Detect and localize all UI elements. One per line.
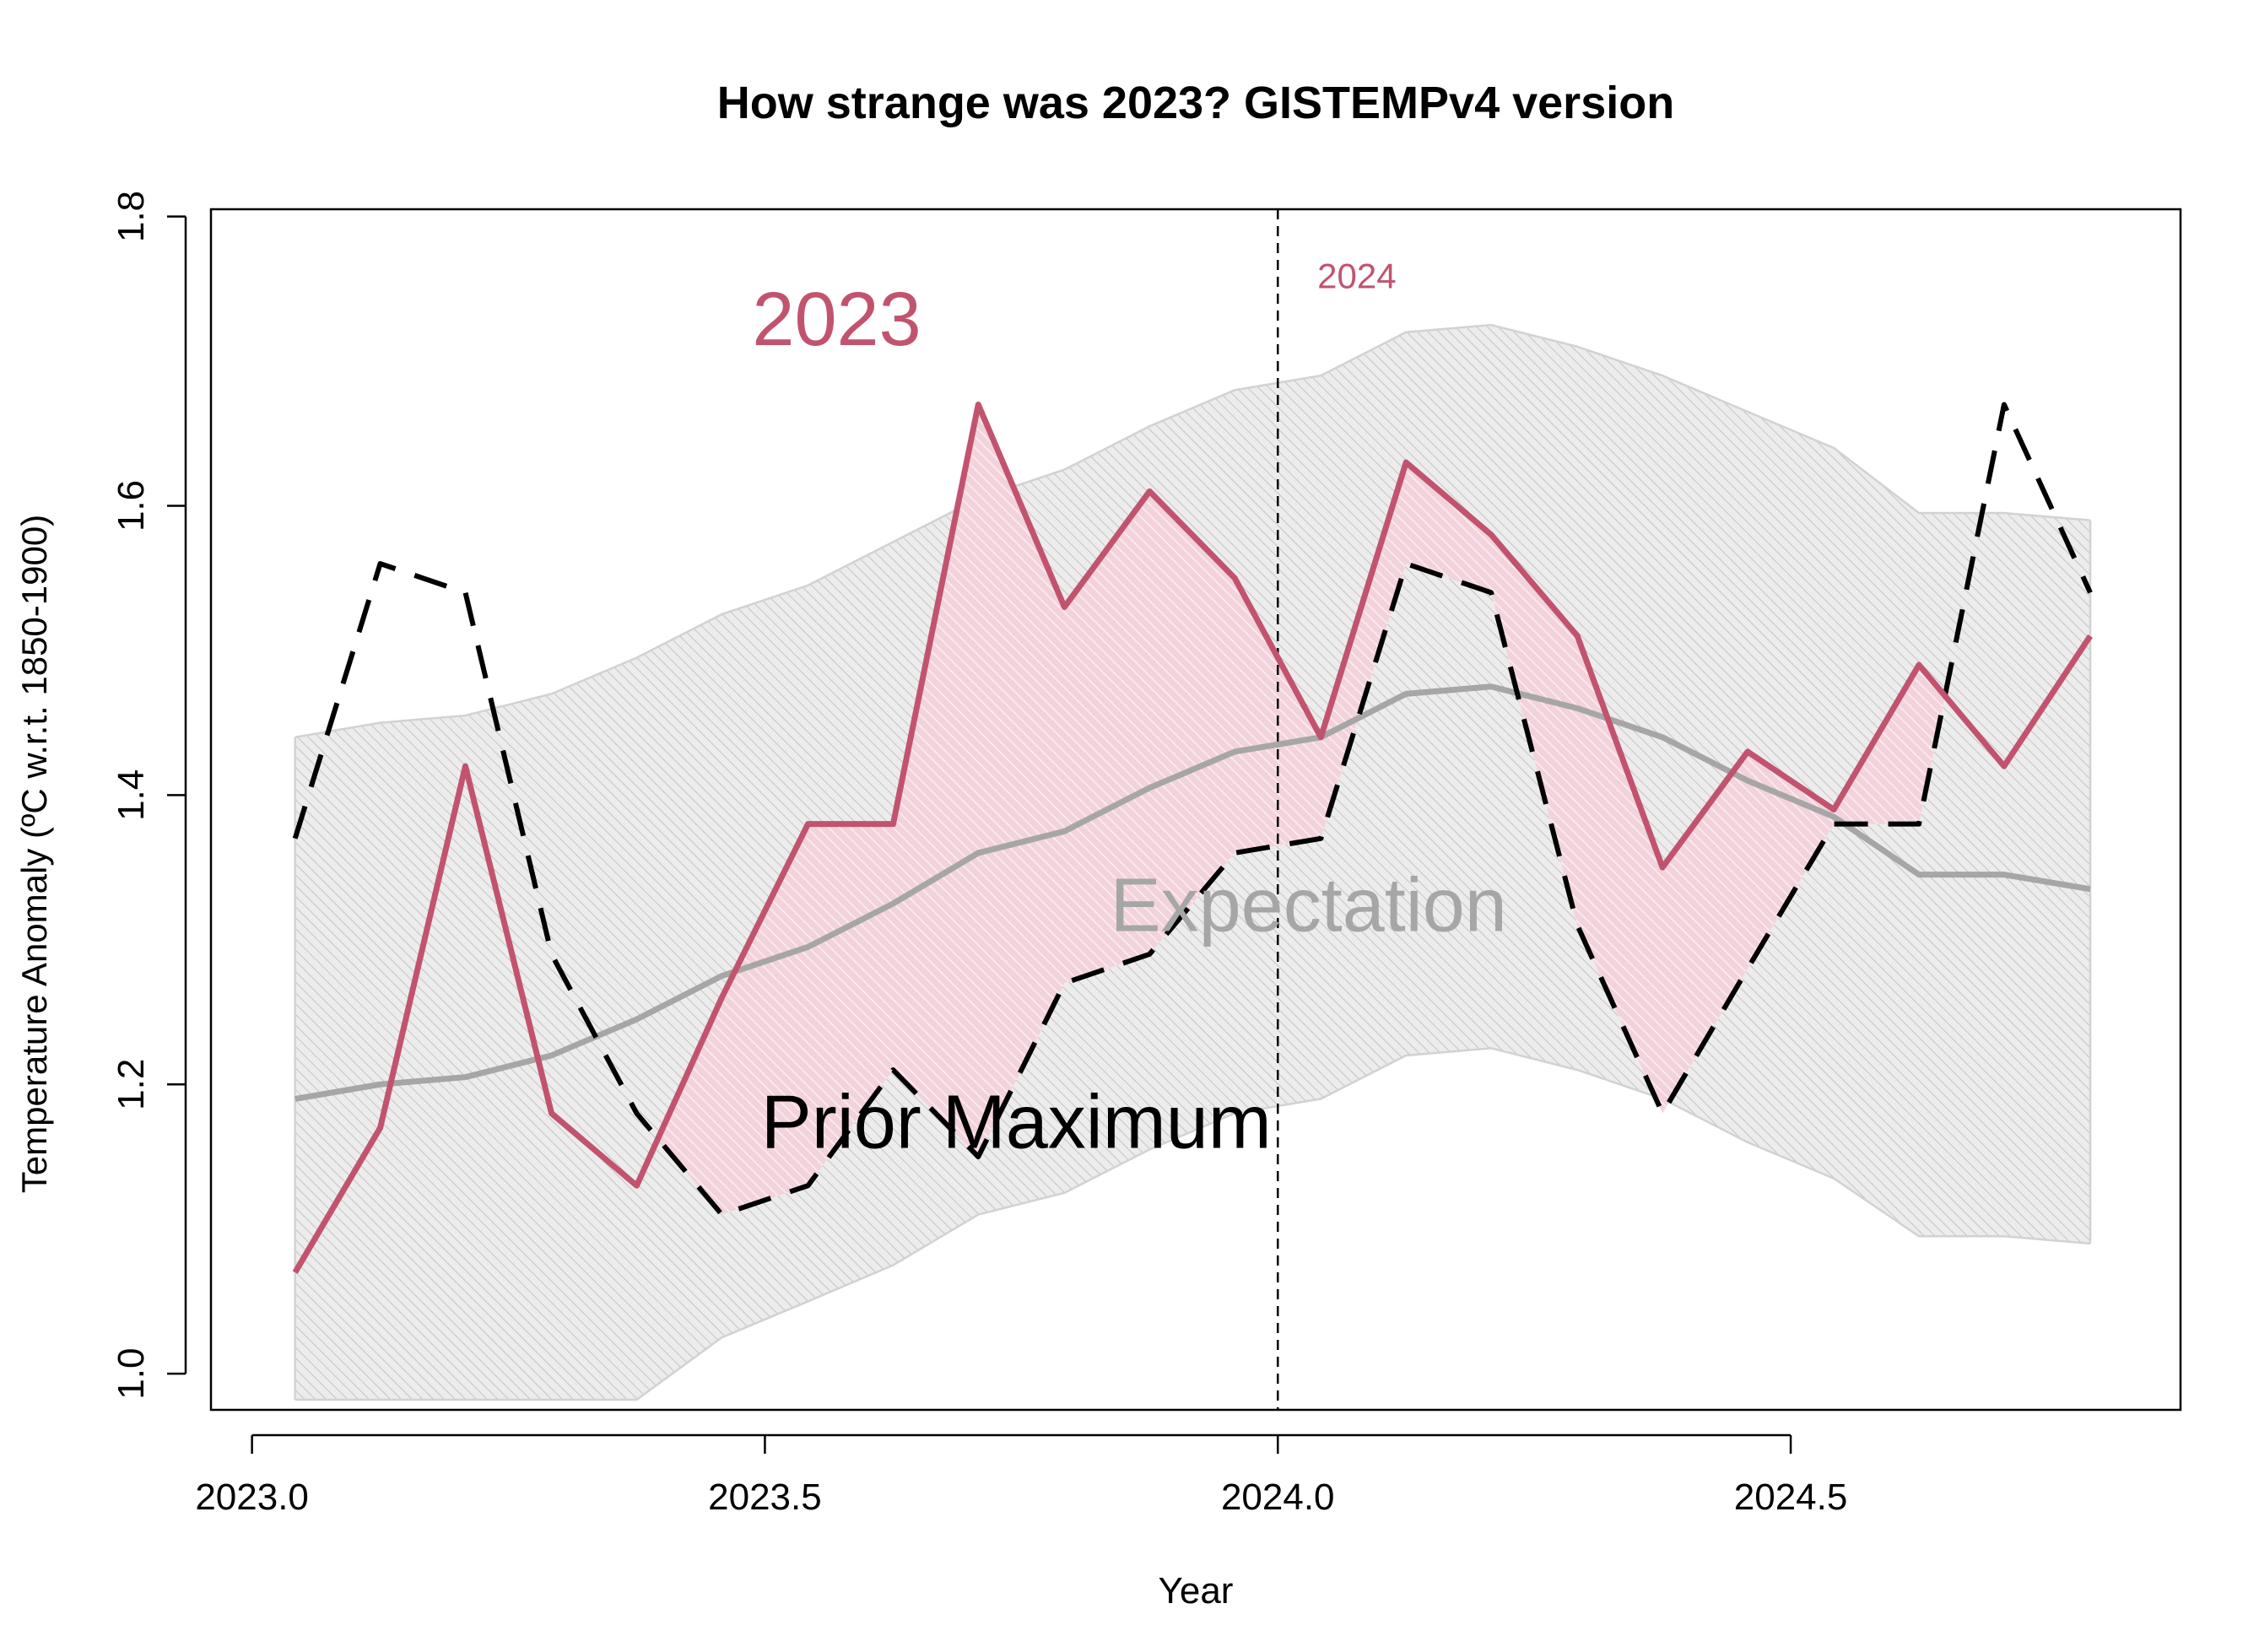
y-tick-label: 1.0 <box>111 1348 152 1400</box>
annotation-2024: 2024 <box>1317 256 1396 295</box>
expectation-band-lower-edge <box>295 1047 2091 1401</box>
x-axis-label: Year <box>1159 1570 1234 1612</box>
expectation-band-upper-edge <box>295 323 2091 739</box>
x-tick-label: 2023.5 <box>708 1477 822 1518</box>
prior-maximum-line <box>292 402 2093 1217</box>
y-tick-label: 1.8 <box>111 191 152 242</box>
x-tick-label: 2024.0 <box>1221 1477 1335 1518</box>
y-tick-label: 1.6 <box>111 480 152 532</box>
x-tick-label: 2023.0 <box>195 1477 309 1518</box>
chart-title: How strange was 2023? GISTEMPv4 version <box>717 78 1674 128</box>
axes: 2023.0 2023.5 2024.0 2024.5 1.0 1.2 1.4 1.6 1.8 <box>111 191 1847 1518</box>
plot-area: 2023 Expectation Prior Maximum 2024 <box>292 209 2093 1410</box>
plot-frame <box>209 208 2182 1412</box>
exceedance-region <box>657 404 1945 1215</box>
annotation-expectation: Expectation <box>1111 863 1507 947</box>
y-tick-label: 1.2 <box>111 1059 152 1110</box>
y-tick-label: 1.4 <box>111 769 152 821</box>
x-tick-label: 2024.5 <box>1734 1477 1848 1518</box>
y-axis-label: Temperature Anomaly (ºC w.r.t. 1850-1900… <box>14 515 54 1193</box>
annotation-prior-maximum: Prior Maximum <box>761 1080 1272 1164</box>
annotation-2023: 2023 <box>752 278 921 362</box>
series-2023-line <box>292 401 2093 1274</box>
